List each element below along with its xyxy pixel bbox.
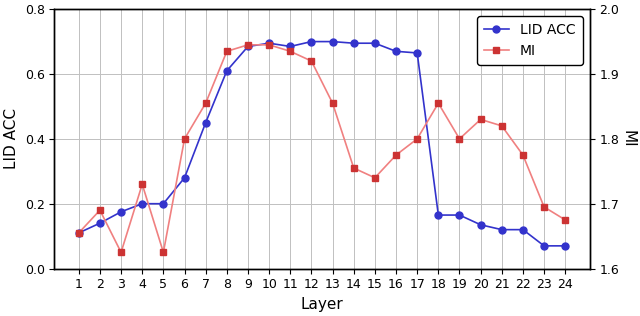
MI [266, 43, 273, 47]
MI [371, 176, 379, 180]
LID ACC [244, 45, 252, 48]
LID ACC [435, 213, 442, 217]
LID ACC [96, 221, 104, 225]
MI [138, 182, 146, 186]
MI [435, 101, 442, 105]
MI [519, 153, 527, 157]
MI [180, 137, 188, 141]
MI [329, 101, 337, 105]
MI [117, 251, 125, 254]
LID ACC [498, 228, 506, 232]
LID ACC [329, 40, 337, 44]
LID ACC [519, 228, 527, 232]
MI [223, 49, 230, 53]
LID ACC [180, 176, 188, 180]
MI [498, 124, 506, 128]
X-axis label: Layer: Layer [301, 297, 344, 312]
MI [413, 137, 421, 141]
MI [540, 205, 548, 209]
LID ACC [75, 231, 83, 235]
LID ACC [561, 244, 569, 248]
LID ACC [413, 51, 421, 55]
LID ACC [392, 49, 400, 53]
Y-axis label: LID ACC: LID ACC [4, 108, 19, 169]
MI [287, 49, 294, 53]
LID ACC [456, 213, 463, 217]
Legend: LID ACC, MI: LID ACC, MI [477, 16, 582, 65]
Y-axis label: MI: MI [621, 130, 636, 148]
LID ACC [159, 202, 167, 206]
LID ACC [223, 69, 230, 73]
MI [477, 118, 484, 121]
Line: LID ACC: LID ACC [76, 38, 569, 249]
LID ACC [350, 41, 358, 45]
LID ACC [117, 210, 125, 214]
MI [244, 43, 252, 47]
MI [456, 137, 463, 141]
MI [561, 218, 569, 222]
LID ACC [540, 244, 548, 248]
MI [308, 59, 316, 63]
LID ACC [202, 121, 209, 125]
MI [96, 208, 104, 212]
MI [75, 231, 83, 235]
MI [159, 251, 167, 254]
LID ACC [138, 202, 146, 206]
Line: MI: MI [76, 41, 569, 256]
LID ACC [477, 223, 484, 227]
LID ACC [287, 45, 294, 48]
MI [350, 166, 358, 170]
LID ACC [266, 41, 273, 45]
LID ACC [371, 41, 379, 45]
MI [392, 153, 400, 157]
MI [202, 101, 209, 105]
LID ACC [308, 40, 316, 44]
